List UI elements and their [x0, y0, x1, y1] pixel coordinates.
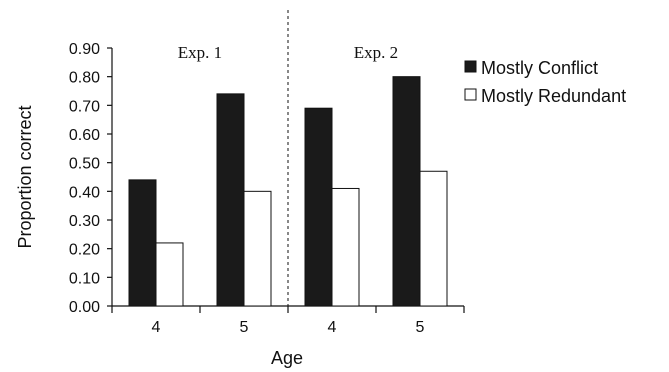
legend: Mostly Conflict Mostly Redundant — [464, 58, 626, 106]
group-label: Exp. 2 — [354, 43, 398, 62]
x-axis-label: Age — [271, 348, 303, 368]
bars — [128, 76, 448, 307]
y-tick-label: 0.00 — [69, 299, 100, 316]
y-tick-label: 0.90 — [69, 41, 100, 58]
y-tick-label: 0.40 — [69, 184, 100, 201]
y-axis: 0.00 0.10 0.20 0.30 0.40 0.50 0.60 0.70 0.80 0.90 — [69, 41, 113, 316]
bar-mostly-conflict — [304, 107, 333, 307]
group-labels: Exp. 1 Exp. 2 — [178, 10, 398, 313]
bar-mostly-redundant — [419, 170, 448, 307]
bar-mostly-conflict — [392, 76, 421, 307]
y-axis-label: Proportion correct — [15, 105, 35, 248]
y-tick-label: 0.20 — [69, 242, 100, 259]
y-tick-label: 0.10 — [69, 270, 100, 287]
y-tick-label: 0.80 — [69, 70, 100, 87]
y-tick-label: 0.30 — [69, 213, 100, 230]
bar-mostly-redundant — [243, 190, 272, 307]
y-tick-label: 0.70 — [69, 98, 100, 115]
x-tick-label: 5 — [240, 319, 249, 336]
legend-swatch — [464, 88, 477, 101]
group-label: Exp. 1 — [178, 43, 222, 62]
legend-label: Mostly Conflict — [481, 58, 598, 78]
y-tick-label: 0.50 — [69, 156, 100, 173]
bar-mostly-conflict — [128, 179, 157, 307]
x-tick-label: 5 — [416, 319, 425, 336]
legend-label: Mostly Redundant — [481, 86, 626, 106]
bar-mostly-conflict — [216, 93, 245, 307]
y-tick-label: 0.60 — [69, 127, 100, 144]
bar-mostly-redundant — [331, 187, 360, 307]
bar-mostly-redundant — [155, 242, 184, 307]
x-tick-label: 4 — [152, 319, 161, 336]
legend-swatch — [464, 60, 477, 73]
x-tick-label: 4 — [328, 319, 337, 336]
